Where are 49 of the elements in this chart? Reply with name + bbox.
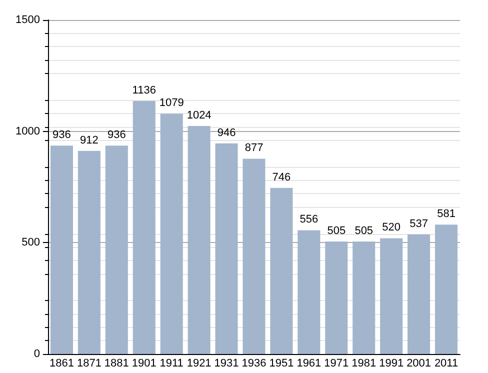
data-label: 912 <box>80 134 98 146</box>
bar <box>352 242 376 354</box>
bar <box>78 150 100 354</box>
x-tick-label: 1911 <box>160 358 184 370</box>
x-tick-label: 2011 <box>434 358 458 370</box>
bar <box>270 188 293 354</box>
x-tick-label: 1931 <box>214 358 239 370</box>
bar <box>380 238 403 354</box>
x-tick-label: 1861 <box>49 358 74 370</box>
data-label: 936 <box>107 129 126 142</box>
bar <box>325 242 348 354</box>
x-tick-label: 2001 <box>406 358 432 370</box>
x-tick-label: 1981 <box>352 358 376 370</box>
data-label: 1024 <box>186 109 212 122</box>
x-tick-label: 1901 <box>132 358 156 370</box>
bar <box>132 101 156 354</box>
data-label: 877 <box>244 142 264 154</box>
y-tick-label: 0 <box>34 348 40 360</box>
data-label: 1136 <box>132 84 156 97</box>
data-label: 505 <box>354 225 374 238</box>
data-label: 936 <box>52 129 71 142</box>
data-label: 520 <box>382 222 401 234</box>
data-label: 505 <box>327 225 346 238</box>
y-tick-label: 1000 <box>16 125 40 138</box>
x-tick-label: 1871 <box>76 358 102 370</box>
bar <box>298 230 320 354</box>
bar <box>215 143 238 354</box>
x-tick-label: 1936 <box>242 358 266 370</box>
bar <box>160 114 183 354</box>
data-label: 556 <box>300 214 318 226</box>
data-label: 746 <box>272 171 291 184</box>
data-label: 1079 <box>159 97 184 110</box>
data-label: 581 <box>437 208 456 220</box>
x-tick-label: 1971 <box>324 358 349 370</box>
bar <box>188 126 210 354</box>
bar <box>242 158 266 354</box>
bar <box>50 146 73 354</box>
y-tick-label: 500 <box>22 236 40 249</box>
y-tick-label: 1500 <box>16 14 40 26</box>
x-tick-label: 1961 <box>296 358 322 370</box>
x-tick-label: 1921 <box>186 358 212 370</box>
x-tick-label: 1951 <box>269 358 294 370</box>
bar <box>105 146 128 354</box>
x-tick-label: 1991 <box>379 358 404 370</box>
bar <box>408 234 430 354</box>
bar <box>435 224 458 354</box>
data-label: 946 <box>217 126 236 139</box>
x-tick-label: 1881 <box>104 358 129 370</box>
data-label: 537 <box>410 218 428 230</box>
